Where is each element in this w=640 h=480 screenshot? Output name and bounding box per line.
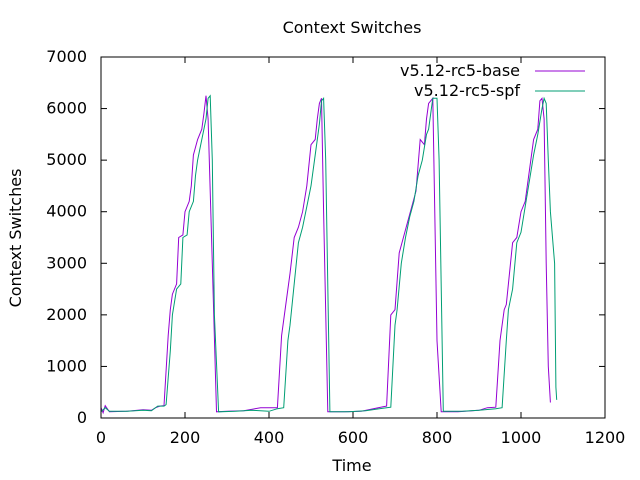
x-tick-label: 0 xyxy=(96,428,106,447)
x-tick-label: 200 xyxy=(170,428,201,447)
y-axis-title: Context Switches xyxy=(6,169,25,308)
x-tick-label: 1000 xyxy=(501,428,542,447)
y-tick-label: 5000 xyxy=(46,150,87,169)
x-tick-label: 800 xyxy=(422,428,453,447)
chart-title: Context Switches xyxy=(283,18,422,37)
x-axis-title: Time xyxy=(331,456,371,475)
y-tick-label: 7000 xyxy=(46,47,87,66)
legend-label-0: v5.12-rc5-base xyxy=(400,61,520,80)
legend-label-1: v5.12-rc5-spf xyxy=(414,81,520,100)
series-line-1 xyxy=(100,94,558,413)
y-tick-label: 0 xyxy=(77,408,87,427)
x-tick-label: 400 xyxy=(254,428,285,447)
y-tick-label: 4000 xyxy=(46,202,87,221)
series-line-0 xyxy=(100,95,551,415)
y-tick-label: 6000 xyxy=(46,99,87,118)
x-tick-label: 1200 xyxy=(585,428,626,447)
y-tick-label: 2000 xyxy=(46,305,87,324)
plot-frame xyxy=(100,56,606,419)
y-tick-label: 1000 xyxy=(46,356,87,375)
y-tick-label: 3000 xyxy=(46,253,87,272)
x-tick-label: 600 xyxy=(338,428,369,447)
